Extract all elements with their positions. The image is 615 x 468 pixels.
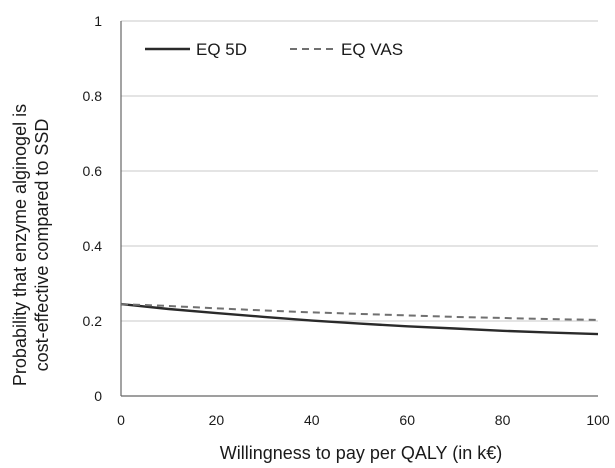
gridlines [121, 20, 598, 322]
y-axis-title-line-2: cost-effective compared to SSD [32, 119, 52, 372]
legend-label-eq5d: EQ 5D [196, 40, 247, 59]
x-tick-label: 60 [399, 412, 415, 428]
x-axis-title: Willingness to pay per QALY (in k€) [220, 443, 502, 463]
x-tick-label: 80 [495, 412, 511, 428]
y-axis-title-line-1: Probability that enzyme alginogel is [10, 104, 30, 386]
y-tick-label: 0.4 [83, 238, 103, 254]
tick-labels: 0 0.2 0.4 0.6 0.8 1 0 20 40 60 80 100 [83, 13, 610, 428]
series-line-eq-5d [120, 302, 599, 336]
axes [120, 21, 598, 397]
y-tick-label: 0.2 [83, 313, 103, 329]
y-tick-label: 0 [94, 388, 102, 404]
x-tick-label: 0 [117, 412, 125, 428]
series-line-eq-vas [120, 303, 599, 321]
x-tick-label: 20 [209, 412, 225, 428]
legend-label-eqvas: EQ VAS [341, 40, 403, 59]
x-tick-label: 100 [586, 412, 610, 428]
y-tick-label: 0.8 [83, 88, 103, 104]
series-lines [120, 302, 599, 336]
y-tick-label: 1 [94, 13, 102, 29]
y-tick-label: 0.6 [83, 163, 103, 179]
y-axis-title: Probability that enzyme alginogel is cos… [10, 104, 52, 386]
x-tick-label: 40 [304, 412, 320, 428]
legend: EQ 5D EQ VAS [145, 40, 403, 59]
